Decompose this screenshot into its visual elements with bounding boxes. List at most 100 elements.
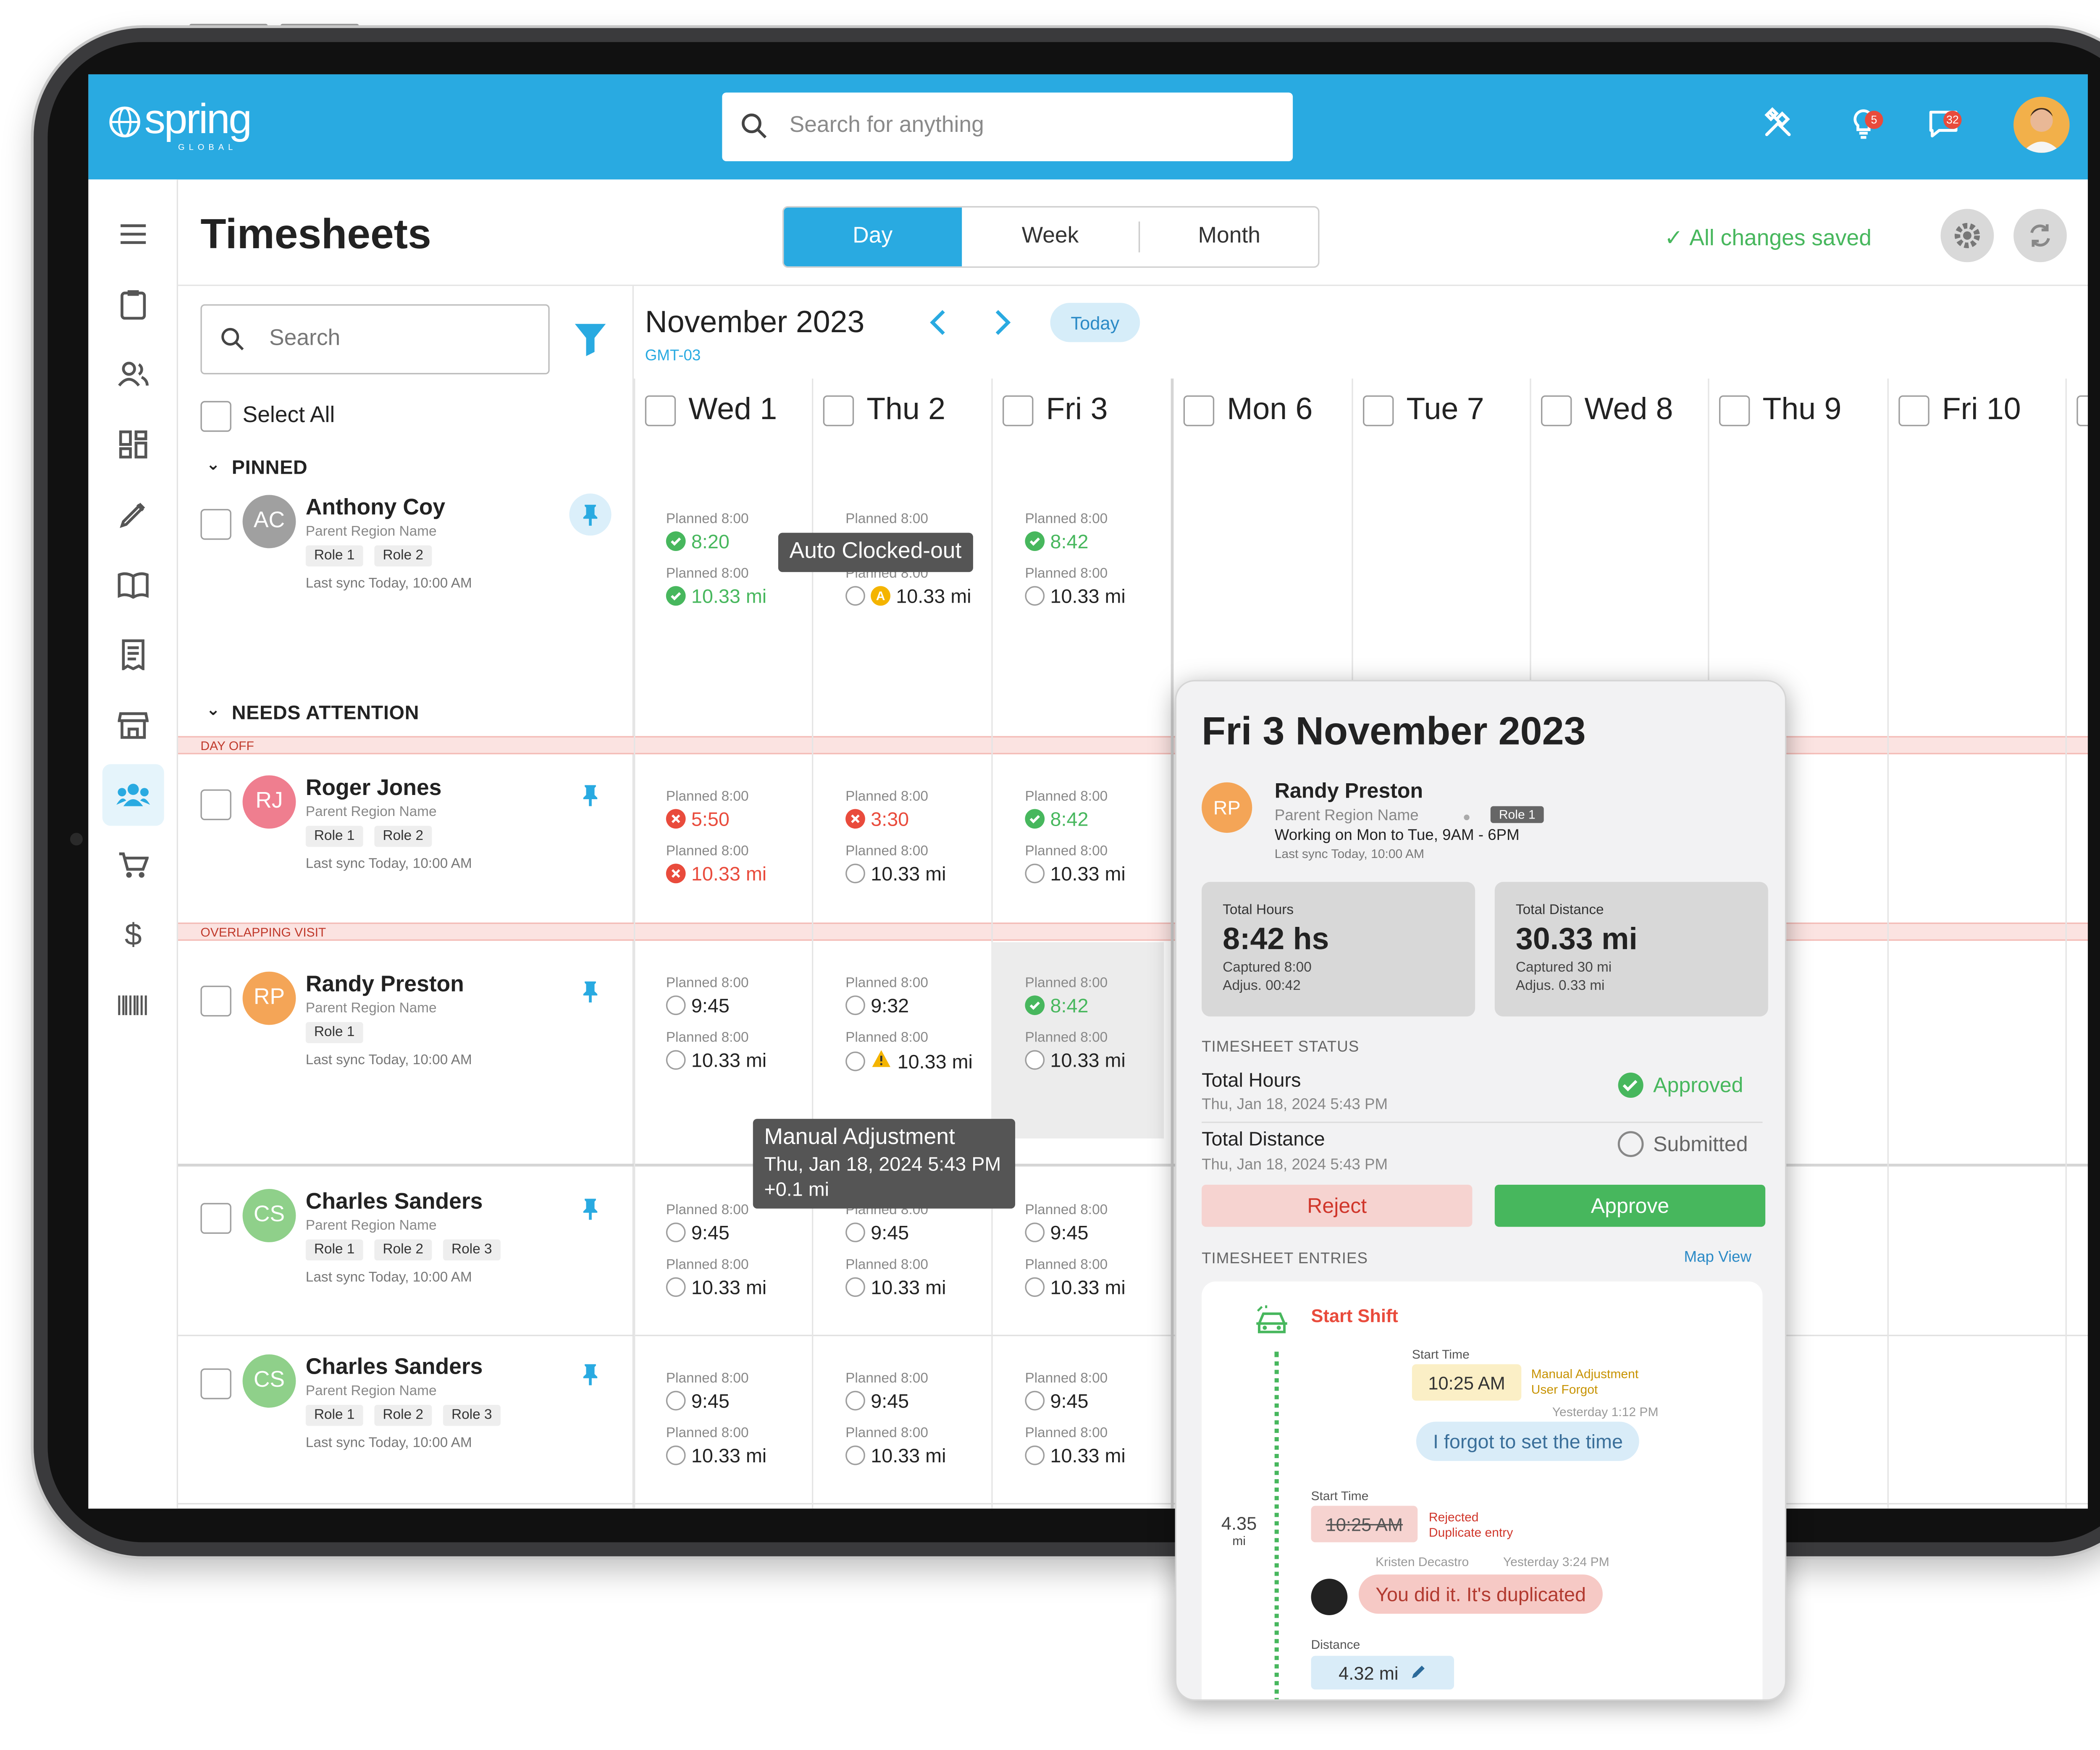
cart-icon[interactable] bbox=[102, 834, 164, 896]
reject-button[interactable]: Reject bbox=[1202, 1185, 1473, 1227]
pin-icon[interactable] bbox=[569, 1353, 611, 1395]
day-checkbox[interactable] bbox=[645, 395, 676, 426]
lightbulb-icon[interactable]: 5 bbox=[1845, 105, 1887, 147]
timesheet-cell[interactable]: Planned 8:00 8:42 Planned 8:00 10.33 mi bbox=[1025, 976, 1179, 1088]
timesheet-cell[interactable]: Planned 8:00 9:45 Planned 8:00 10.33 mi bbox=[666, 976, 820, 1088]
total-hours-value: 8:42 hs bbox=[1223, 921, 1329, 956]
book-icon[interactable] bbox=[102, 554, 164, 616]
timesheet-cell[interactable]: Planned 8:00 8:42 Planned 8:00 10.33 mi bbox=[1025, 790, 1179, 902]
manual-adjustment-note: Manual Adjustment User Forgot bbox=[1531, 1367, 1639, 1398]
settings-button[interactable] bbox=[1940, 209, 1994, 262]
total-hours-adjust: Adjus. 00:42 bbox=[1223, 979, 1301, 994]
clipboard-icon[interactable] bbox=[102, 273, 164, 335]
pencil-icon[interactable] bbox=[102, 484, 164, 546]
approve-button[interactable]: Approve bbox=[1494, 1185, 1766, 1227]
tab-month[interactable]: Month bbox=[1198, 224, 1260, 248]
day-label: Wed 8 bbox=[1584, 391, 1673, 426]
prev-icon[interactable] bbox=[928, 308, 948, 343]
day-checkbox[interactable] bbox=[1183, 395, 1215, 426]
pin-icon[interactable] bbox=[569, 970, 611, 1012]
day-checkbox[interactable] bbox=[1541, 395, 1572, 426]
employee-checkbox[interactable] bbox=[200, 789, 231, 821]
timesheet-cell[interactable]: Planned 8:00 5:50 Planned 8:00 10.33 mi bbox=[666, 790, 820, 902]
employee-row[interactable]: AC Anthony Coy Parent Region Name Role 1 Rol… bbox=[178, 492, 634, 632]
edit-icon[interactable] bbox=[1410, 1664, 1426, 1681]
distance-value[interactable]: 4.32 mi bbox=[1311, 1656, 1454, 1690]
menu-icon[interactable] bbox=[102, 203, 164, 265]
timesheet-cell[interactable]: Planned 8:00 9:45 Planned 8:00 10.33 mi bbox=[1025, 1371, 1179, 1483]
next-icon[interactable] bbox=[993, 308, 1013, 343]
timesheet-cell[interactable]: Planned 8:00 8:20 Planned 8:00 10.33 mi bbox=[666, 512, 820, 624]
role-tag: Role 2 bbox=[374, 1405, 432, 1426]
users-icon[interactable] bbox=[102, 344, 164, 405]
day-checkbox[interactable] bbox=[2076, 395, 2088, 426]
team-icon[interactable] bbox=[102, 764, 164, 826]
global-search-input[interactable] bbox=[789, 108, 1266, 144]
tooltip-date: Thu, Jan 18, 2024 5:43 PM bbox=[764, 1152, 1001, 1175]
auto-icon: A bbox=[871, 586, 890, 606]
barcode-icon[interactable] bbox=[102, 974, 164, 1036]
gear-icon bbox=[1954, 223, 1980, 248]
total-hours-captured: Captured 8:00 bbox=[1223, 960, 1312, 976]
employee-row[interactable]: CS Charles Sanders Parent Region Name Role … bbox=[178, 1351, 634, 1492]
sync-button[interactable] bbox=[2013, 209, 2067, 262]
distance-value-text: 10.33 mi bbox=[1050, 1276, 1126, 1299]
employee-name: Charles Sanders bbox=[305, 1190, 483, 1215]
employee-row[interactable]: RP Randy Preston Parent Region Name Role 1 L… bbox=[178, 969, 634, 1109]
rejected-time-value[interactable]: 10:25 AM bbox=[1311, 1506, 1418, 1543]
day-checkbox[interactable] bbox=[1719, 395, 1750, 426]
tools-icon[interactable] bbox=[1760, 105, 1802, 147]
timesheet-cell[interactable]: Planned 8:00 9:32 Planned 8:00 10.33 mi bbox=[845, 976, 1000, 1088]
distance-value-text: 10.33 mi bbox=[897, 1049, 973, 1072]
day-checkbox[interactable] bbox=[1363, 395, 1394, 426]
timesheet-cell[interactable]: Planned 8:00 8:42 Planned 8:00 10.33 mi bbox=[1025, 512, 1179, 624]
pinned-section[interactable]: PINNED bbox=[206, 456, 308, 478]
employee-row[interactable]: RJ Roger Jones Parent Region Name Role 1 Rol… bbox=[178, 773, 634, 913]
dashboard-icon[interactable] bbox=[102, 414, 164, 475]
employee-checkbox[interactable] bbox=[200, 985, 231, 1017]
day-column: Mon 6 bbox=[1171, 378, 1352, 1509]
pin-icon[interactable] bbox=[569, 1188, 611, 1230]
timesheet-cell[interactable]: Planned 8:00 9:45 Planned 8:00 10.33 mi bbox=[666, 1203, 820, 1315]
employee-row[interactable]: CS Charles Sanders Parent Region Name Role … bbox=[178, 1186, 634, 1326]
tab-day[interactable]: Day bbox=[784, 207, 962, 267]
map-view-link[interactable]: Map View bbox=[1684, 1249, 1752, 1266]
message-bubble: I forgot to set the time bbox=[1416, 1422, 1640, 1461]
tab-week[interactable]: Week bbox=[1021, 224, 1079, 248]
filter-icon[interactable] bbox=[573, 321, 607, 365]
day-column: Wed 1 bbox=[634, 378, 812, 1509]
approved-text: Approved bbox=[1653, 1073, 1743, 1097]
timesheet-cell[interactable]: Planned 8:00 3:30 Planned 8:00 10.33 mi bbox=[845, 790, 1000, 902]
employee-search[interactable]: Search bbox=[200, 304, 550, 375]
day-checkbox[interactable] bbox=[1898, 395, 1929, 426]
day-checkbox[interactable] bbox=[823, 395, 854, 426]
logo[interactable]: spring GLOBAL bbox=[108, 99, 252, 153]
receipt-icon[interactable] bbox=[102, 624, 164, 686]
needs-attention-section[interactable]: NEEDS ATTENTION bbox=[206, 701, 419, 723]
timesheet-cell[interactable]: Planned 8:00 9:45 Planned 8:00 10.33 mi bbox=[845, 1203, 1000, 1315]
employee-checkbox[interactable] bbox=[200, 509, 231, 540]
timesheet-cell[interactable]: Planned 8:00 9:45 Planned 8:00 10.33 mi bbox=[666, 1371, 820, 1483]
distance-value-text: 10.33 mi bbox=[1050, 585, 1126, 607]
day-label: Mon 6 bbox=[1227, 391, 1313, 426]
auto-clocked-out-tooltip: Auto Clocked-out bbox=[778, 533, 973, 572]
employee-checkbox[interactable] bbox=[200, 1368, 231, 1399]
employee-region: Parent Region Name bbox=[305, 1001, 437, 1017]
store-icon[interactable] bbox=[102, 694, 164, 756]
dollar-icon[interactable]: $ bbox=[124, 917, 142, 952]
today-button[interactable]: Today bbox=[1050, 303, 1140, 342]
pin-icon[interactable] bbox=[569, 774, 611, 816]
pin-icon[interactable] bbox=[569, 493, 612, 536]
chat-icon[interactable]: 32 bbox=[1925, 105, 1967, 147]
employee-checkbox[interactable] bbox=[200, 1203, 231, 1234]
timesheet-cell[interactable]: Planned 8:00 9:45 Planned 8:00 10.33 mi bbox=[845, 1371, 1000, 1483]
user-avatar[interactable] bbox=[2013, 97, 2070, 153]
timesheet-cell[interactable]: Planned 8:00 9:45 Planned 8:00 10.33 mi bbox=[1025, 1203, 1179, 1315]
day-checkbox[interactable] bbox=[1003, 395, 1034, 426]
planned-distance: Planned 8:00 bbox=[845, 1257, 928, 1273]
select-all-checkbox[interactable] bbox=[200, 401, 231, 432]
timesheet-cell[interactable]: Planned 8:00 Planned 8:00 A 10.33 mi bbox=[845, 512, 1000, 624]
select-all-label: Select All bbox=[242, 404, 335, 428]
global-search[interactable] bbox=[722, 92, 1293, 161]
start-time-value[interactable]: 10:25 AM bbox=[1412, 1364, 1522, 1401]
